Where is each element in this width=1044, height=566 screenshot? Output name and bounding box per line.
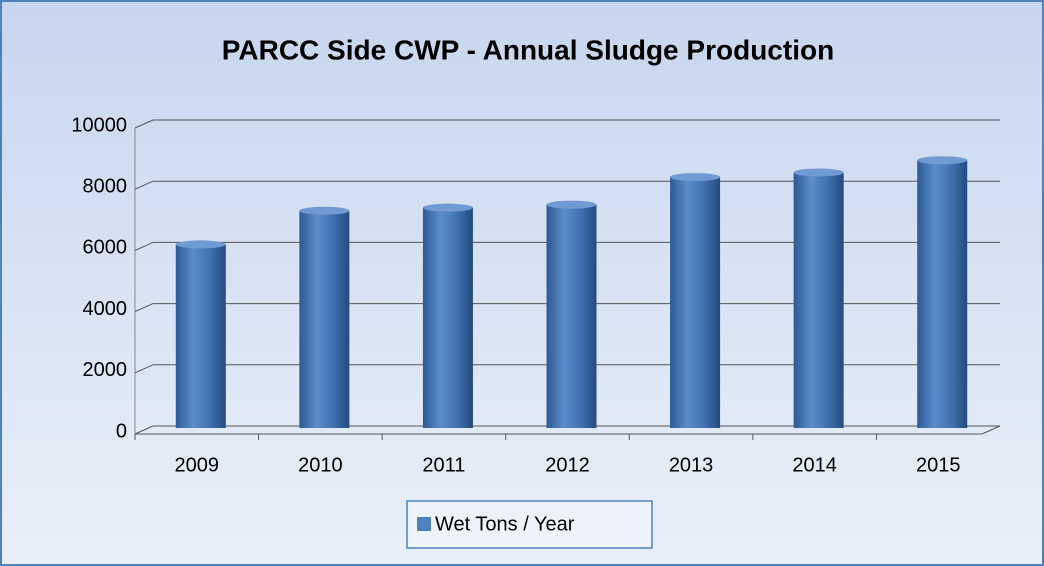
legend	[406, 500, 653, 549]
y-tick-label: 8000	[83, 175, 128, 197]
bar-top	[917, 156, 968, 165]
grid-line	[134, 241, 154, 251]
y-tick-label: 2000	[83, 359, 128, 381]
bar-top	[670, 173, 721, 182]
x-tick-label: 2015	[916, 454, 961, 476]
bar-top	[299, 206, 350, 215]
bar	[546, 204, 597, 428]
bar-top	[793, 168, 844, 177]
x-axis	[981, 425, 1001, 435]
x-tick-label: 2013	[669, 454, 714, 476]
bar	[917, 160, 968, 428]
legend-label: Wet Tons / Year	[435, 513, 575, 535]
y-tick-label: 4000	[83, 298, 128, 320]
x-tick-label: 2011	[422, 454, 465, 476]
grid-line	[134, 364, 154, 374]
y-tick-label: 0	[116, 420, 127, 442]
bar-top	[546, 200, 597, 209]
grid-line	[134, 180, 154, 190]
bar	[299, 210, 350, 428]
grid-line	[134, 119, 154, 129]
y-tick-label: 10000	[71, 114, 127, 136]
bar	[422, 207, 473, 428]
bar	[175, 244, 226, 428]
legend-swatch	[417, 517, 431, 531]
x-tick-label: 2009	[175, 454, 220, 476]
x-tick-label: 2012	[545, 454, 590, 476]
grid-line	[134, 425, 154, 435]
y-tick-label: 6000	[83, 237, 128, 259]
bar-top	[422, 203, 473, 212]
bar	[793, 172, 844, 428]
x-tick-label: 2014	[792, 454, 837, 476]
x-tick-label: 2010	[298, 454, 343, 476]
bar	[670, 177, 721, 428]
chart-title: PARCC Side CWP - Annual Sludge Productio…	[222, 34, 834, 65]
grid-line	[134, 303, 154, 313]
bar-top	[175, 240, 226, 249]
